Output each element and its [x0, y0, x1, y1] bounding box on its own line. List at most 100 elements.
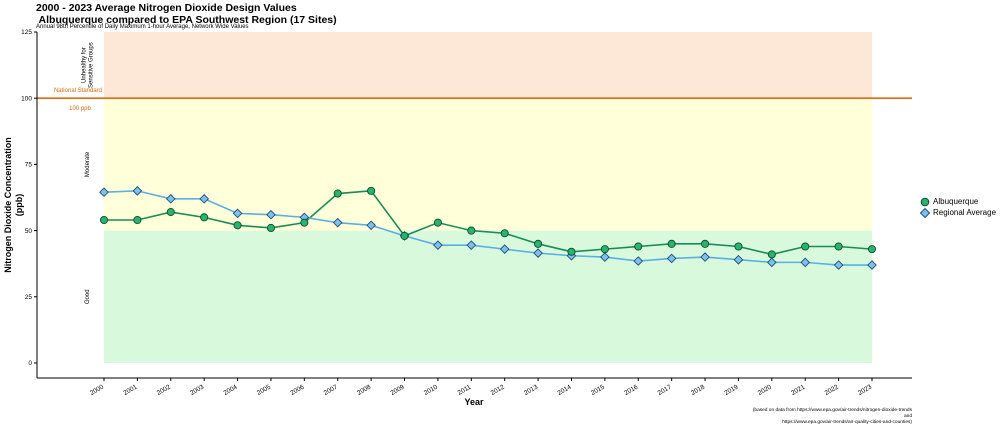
band-label: Good: [85, 289, 91, 304]
y-tick-label: 0: [28, 360, 32, 367]
y-tick-label: 100: [21, 95, 32, 102]
data-point-regional-average: [766, 257, 777, 268]
y-tick-label: 25: [25, 294, 33, 301]
data-point-regional-average: [867, 260, 877, 270]
data-point-albuquerque: [467, 226, 476, 235]
data-point-regional-average: [366, 220, 376, 231]
series-line-albuquerque: [104, 190, 873, 256]
x-tick-label: 2013: [523, 383, 539, 396]
data-point-albuquerque: [300, 218, 309, 227]
x-tick-label: 2003: [189, 383, 205, 396]
y-tick-label: 125: [21, 29, 32, 36]
data-point-albuquerque: [634, 242, 643, 251]
x-tick-label: 2019: [723, 383, 739, 396]
data-point-albuquerque: [767, 250, 776, 259]
x-tick-label: 2011: [457, 383, 473, 396]
aqi-band-moderate: [104, 98, 872, 231]
legend-item-regional-average: Regional Average: [920, 207, 996, 218]
data-point-albuquerque: [266, 223, 276, 233]
aqi-band-unhealthy-for: [104, 32, 872, 99]
y-tick-label: 75: [25, 162, 33, 169]
legend: Albuquerque Regional Average: [920, 196, 996, 218]
source-line-1: (based on data from https://www.epa.gov/…: [752, 408, 912, 413]
series-line-regional-average: [103, 190, 872, 266]
data-point-regional-average: [232, 208, 243, 219]
data-point-albuquerque: [133, 215, 142, 225]
y-axis-title: (ppb): [14, 194, 24, 217]
data-point-regional-average: [833, 260, 844, 270]
data-point-albuquerque: [367, 186, 376, 195]
band-label: Moderate: [85, 151, 91, 177]
x-tick-label: 2009: [389, 383, 405, 396]
data-point-albuquerque: [600, 245, 609, 254]
data-point-regional-average: [633, 256, 644, 266]
legend-diamond-marker: [920, 207, 930, 218]
data-point-regional-average: [132, 186, 143, 196]
data-point-albuquerque: [500, 229, 509, 238]
national-standard-label: National Standard: [54, 88, 102, 94]
x-tick-label: 2023: [857, 383, 873, 396]
x-tick-label: 2016: [623, 383, 639, 396]
data-point-regional-average: [700, 252, 710, 262]
x-tick-label: 2008: [356, 383, 372, 396]
data-point-regional-average: [533, 248, 543, 258]
data-point-albuquerque: [400, 231, 409, 240]
data-point-regional-average: [666, 253, 677, 264]
x-tick-label: 2004: [223, 383, 239, 396]
data-point-regional-average: [433, 240, 443, 251]
data-point-regional-average: [733, 254, 744, 265]
data-point-regional-average: [600, 252, 610, 262]
x-tick-label: 2005: [256, 383, 272, 396]
data-point-regional-average: [332, 217, 343, 228]
legend-label-albuquerque: Albuquerque: [933, 197, 979, 206]
x-tick-label: 2020: [757, 383, 773, 396]
x-tick-label: 2000: [89, 383, 105, 396]
x-tick-label: 2014: [556, 383, 572, 396]
data-point-albuquerque: [801, 242, 810, 251]
x-tick-label: 2018: [690, 383, 706, 396]
data-point-albuquerque: [867, 245, 877, 254]
data-point-regional-average: [99, 187, 109, 198]
legend-label-regional-average: Regional Average: [933, 208, 997, 217]
band-label: Unhealthy for: [82, 47, 88, 83]
data-point-regional-average: [800, 257, 811, 268]
x-tick-label: 2017: [657, 383, 673, 396]
aqi-band-good: [104, 230, 872, 363]
x-tick-label: 2022: [824, 383, 840, 396]
data-point-regional-average: [199, 193, 210, 204]
data-point-regional-average: [499, 244, 510, 254]
data-point-albuquerque: [834, 242, 843, 251]
legend-item-albuquerque: Albuquerque: [920, 196, 996, 207]
data-point-regional-average: [466, 240, 477, 251]
data-point-albuquerque: [567, 247, 576, 256]
source-line-3: https://www.epa.gov/air-trends/air-quali…: [782, 420, 912, 425]
data-point-regional-average: [165, 193, 176, 204]
chart-title: 2000 - 2023 Average Nitrogen Dioxide Des…: [36, 2, 337, 26]
x-tick-label: 2006: [289, 383, 305, 396]
data-point-albuquerque: [233, 221, 242, 230]
data-point-albuquerque: [200, 213, 209, 222]
band-label: Sensitive Groups: [89, 42, 95, 88]
x-tick-label: 2002: [156, 383, 172, 396]
x-axis-title: Year: [464, 397, 484, 407]
x-tick-label: 2012: [490, 383, 506, 396]
data-point-albuquerque: [700, 239, 710, 248]
data-point-albuquerque: [534, 239, 543, 248]
data-point-albuquerque: [99, 215, 109, 225]
data-point-regional-average: [266, 209, 276, 220]
chart-subtitle: Annual 98th Percentile of Daily Maximum …: [36, 24, 249, 30]
x-tick-label: 2015: [590, 383, 606, 396]
data-point-albuquerque: [433, 218, 442, 227]
data-point-albuquerque: [667, 239, 676, 248]
x-tick-label: 2010: [423, 383, 439, 396]
data-point-albuquerque: [166, 208, 175, 217]
x-tick-label: 2007: [323, 383, 339, 396]
x-tick-label: 2021: [790, 383, 806, 396]
y-axis-title: Nitrogen Dioxide Concentration: [3, 137, 13, 273]
source-note: (based on data from https://www.epa.gov/…: [753, 408, 912, 426]
national-standard-value-label: 100 ppb: [69, 106, 91, 112]
data-point-albuquerque: [333, 189, 342, 198]
y-tick-label: 50: [25, 228, 33, 235]
data-point-albuquerque: [734, 242, 743, 251]
